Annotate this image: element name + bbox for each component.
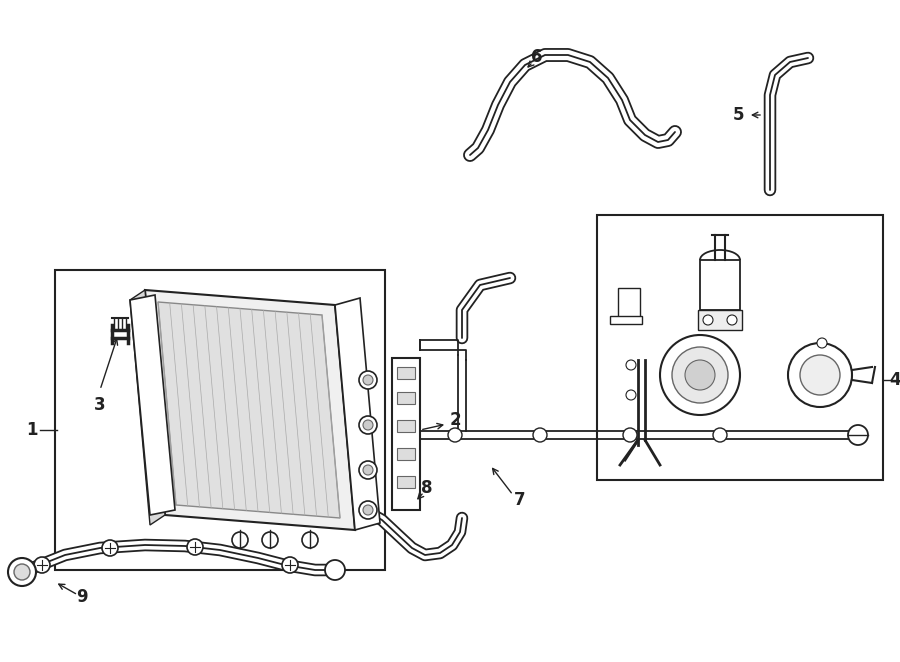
Text: 3: 3 xyxy=(94,396,106,414)
Text: 7: 7 xyxy=(514,491,526,509)
Bar xyxy=(698,310,742,330)
Polygon shape xyxy=(335,298,380,530)
Circle shape xyxy=(660,335,740,415)
Bar xyxy=(397,392,415,404)
Bar xyxy=(610,316,642,324)
Text: 5: 5 xyxy=(733,106,743,124)
Circle shape xyxy=(817,338,827,348)
Circle shape xyxy=(672,347,728,403)
Bar xyxy=(397,448,415,460)
Circle shape xyxy=(533,428,547,442)
Circle shape xyxy=(685,360,715,390)
Circle shape xyxy=(800,355,840,395)
Circle shape xyxy=(626,390,636,400)
Text: 6: 6 xyxy=(531,48,543,66)
Circle shape xyxy=(359,461,377,479)
Bar xyxy=(397,367,415,379)
Text: 1: 1 xyxy=(26,421,38,439)
Circle shape xyxy=(262,532,278,548)
Bar xyxy=(700,260,740,310)
Circle shape xyxy=(363,420,373,430)
Text: 8: 8 xyxy=(421,479,433,497)
Circle shape xyxy=(282,557,298,573)
Circle shape xyxy=(626,360,636,370)
Circle shape xyxy=(363,465,373,475)
Circle shape xyxy=(14,564,30,580)
Polygon shape xyxy=(130,295,175,515)
Bar xyxy=(392,358,420,510)
Circle shape xyxy=(359,371,377,389)
Circle shape xyxy=(363,375,373,385)
Polygon shape xyxy=(145,290,355,530)
Circle shape xyxy=(302,532,318,548)
Text: 2: 2 xyxy=(449,411,461,429)
Circle shape xyxy=(359,501,377,519)
Circle shape xyxy=(359,416,377,434)
Circle shape xyxy=(788,343,852,407)
Circle shape xyxy=(102,540,118,556)
Circle shape xyxy=(848,425,868,445)
Circle shape xyxy=(363,505,373,515)
Circle shape xyxy=(8,558,36,586)
Circle shape xyxy=(713,428,727,442)
Bar xyxy=(597,215,883,480)
Text: 9: 9 xyxy=(76,588,88,606)
Text: 4: 4 xyxy=(889,371,900,389)
Polygon shape xyxy=(130,290,165,525)
Circle shape xyxy=(448,428,462,442)
Bar xyxy=(55,270,385,570)
Circle shape xyxy=(727,315,737,325)
Circle shape xyxy=(232,532,248,548)
Bar xyxy=(397,420,415,432)
Circle shape xyxy=(34,557,50,573)
Polygon shape xyxy=(158,302,340,518)
Circle shape xyxy=(623,428,637,442)
Circle shape xyxy=(703,315,713,325)
Bar xyxy=(618,288,640,318)
Bar xyxy=(397,476,415,488)
Circle shape xyxy=(187,539,203,555)
Circle shape xyxy=(325,560,345,580)
